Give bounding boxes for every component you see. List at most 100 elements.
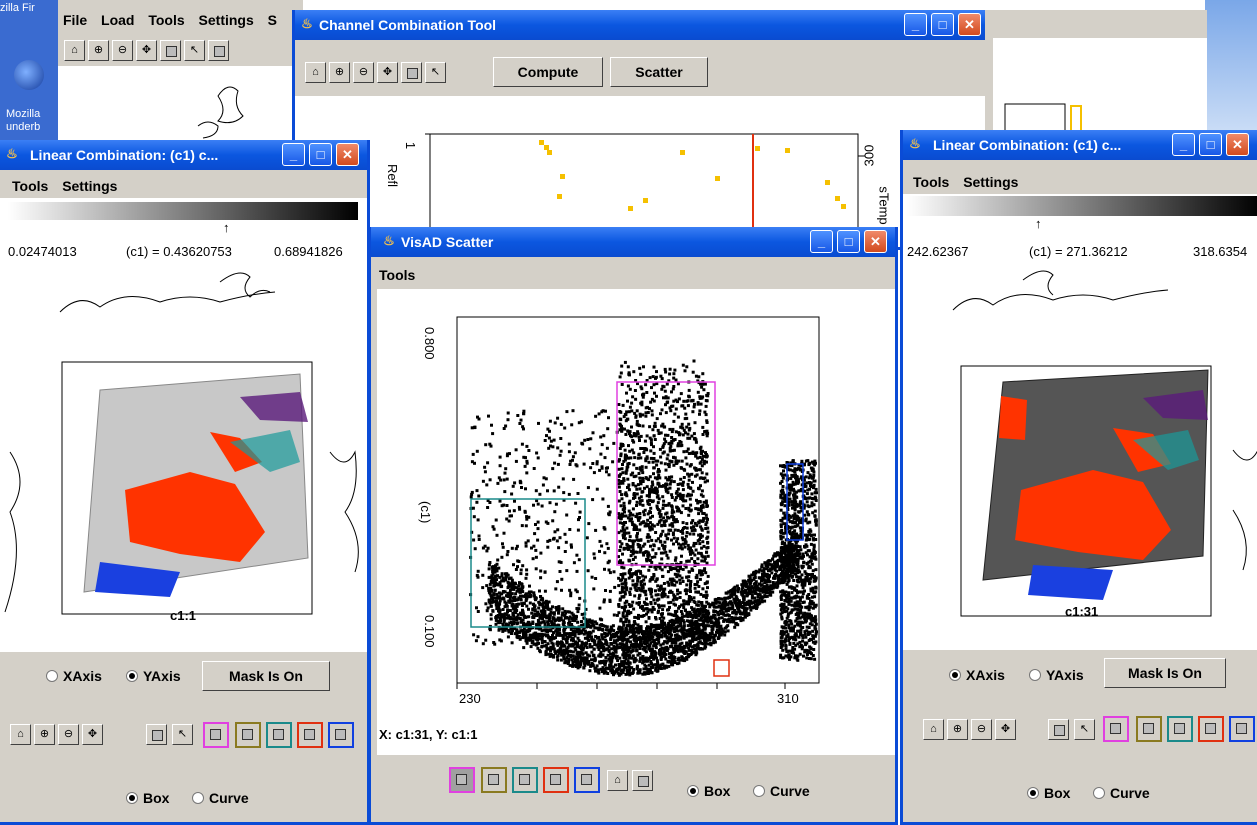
- menu-extra[interactable]: S: [267, 12, 278, 28]
- pan-icon[interactable]: ✥: [82, 724, 103, 745]
- right-box-radio[interactable]: Box: [1027, 785, 1070, 801]
- box-select-icon[interactable]: [146, 724, 167, 745]
- zoom-in-icon[interactable]: ⊕: [947, 719, 968, 740]
- bg-menubar: File Load Tools Settings S: [58, 8, 303, 32]
- channel-title: Channel Combination Tool: [319, 17, 497, 33]
- selection-red-button[interactable]: [1198, 716, 1224, 742]
- zoom-in-icon[interactable]: ⊕: [34, 724, 55, 745]
- zoom-in-icon[interactable]: ⊕: [88, 40, 109, 61]
- menu-tools[interactable]: Tools: [379, 267, 416, 283]
- right-curve-radio[interactable]: Curve: [1093, 785, 1150, 801]
- pointer-icon[interactable]: ↖: [425, 62, 446, 83]
- selection-teal-button[interactable]: [1167, 716, 1193, 742]
- left-box-radio[interactable]: Box: [126, 790, 169, 806]
- close-button[interactable]: ✕: [1226, 133, 1249, 156]
- selection-teal-button[interactable]: [512, 767, 538, 793]
- box-select-icon[interactable]: [160, 40, 181, 61]
- selection-olive-button[interactable]: [481, 767, 507, 793]
- radio-off: [46, 670, 58, 682]
- selection-magenta-button[interactable]: [1103, 716, 1129, 742]
- pointer-icon[interactable]: ↖: [184, 40, 205, 61]
- close-button[interactable]: ✕: [864, 230, 887, 253]
- right-titlebar[interactable]: ♨ Linear Combination: (c1) c... _ □ ✕: [903, 130, 1257, 160]
- selection-magenta-button[interactable]: [449, 767, 475, 793]
- scatter-curve-radio[interactable]: Curve: [753, 783, 810, 799]
- menu-load[interactable]: Load: [101, 12, 135, 28]
- right-yaxis-radio[interactable]: YAxis: [1029, 667, 1084, 683]
- firefox-desktop-label[interactable]: zilla Fir: [0, 2, 35, 14]
- maximize-button[interactable]: □: [309, 143, 332, 166]
- selection-blue-button[interactable]: [328, 722, 354, 748]
- home-icon[interactable]: ⌂: [923, 719, 944, 740]
- close-button[interactable]: ✕: [336, 143, 359, 166]
- home-icon[interactable]: ⌂: [64, 40, 85, 61]
- bg-window-2-plot: [1001, 103, 1082, 147]
- radio-off: [192, 792, 204, 804]
- minimize-button[interactable]: _: [1172, 133, 1195, 156]
- home-icon[interactable]: ⌂: [607, 770, 628, 791]
- pan-icon[interactable]: ✥: [136, 40, 157, 61]
- mozilla-desktop-label[interactable]: Mozilla: [6, 108, 41, 120]
- minimize-button[interactable]: _: [810, 230, 833, 253]
- selection-blue-button[interactable]: [1229, 716, 1255, 742]
- selection-olive-button[interactable]: [235, 722, 261, 748]
- left-mask-button[interactable]: Mask Is On: [202, 661, 330, 691]
- left-range-mid: (c1) = 0.43620753: [126, 244, 232, 259]
- left-titlebar[interactable]: ♨ Linear Combination: (c1) c... _ □ ✕: [0, 140, 367, 170]
- zoom-out-icon[interactable]: ⊖: [353, 62, 374, 83]
- selection-red-button[interactable]: [297, 722, 323, 748]
- zoom-in-icon[interactable]: ⊕: [329, 62, 350, 83]
- menu-tools[interactable]: Tools: [913, 174, 950, 190]
- scatter-titlebar[interactable]: ♨ VisAD Scatter _ □ ✕: [371, 227, 895, 257]
- channel-combination-window: ♨ Channel Combination Tool _ □ ✕ ⌂ ⊕ ⊖ ✥…: [292, 10, 992, 250]
- zoom-out-icon[interactable]: ⊖: [112, 40, 133, 61]
- right-xaxis-radio[interactable]: XAxis: [949, 667, 1005, 683]
- compute-button[interactable]: Compute: [493, 57, 603, 87]
- frame-icon[interactable]: [208, 40, 229, 61]
- close-button[interactable]: ✕: [958, 13, 981, 36]
- selection-olive-button[interactable]: [1136, 716, 1162, 742]
- scatter-box-radio[interactable]: Box: [687, 783, 730, 799]
- zoom-out-icon[interactable]: ⊖: [58, 724, 79, 745]
- frame-icon[interactable]: [632, 770, 653, 791]
- menu-file[interactable]: File: [63, 12, 88, 28]
- selection-box-magenta[interactable]: [616, 381, 716, 566]
- menu-tools[interactable]: Tools: [148, 12, 185, 28]
- channel-titlebar[interactable]: ♨ Channel Combination Tool _ □ ✕: [295, 10, 989, 40]
- mozilla-icon[interactable]: [14, 60, 44, 90]
- box-select-icon[interactable]: [1048, 719, 1069, 740]
- left-yaxis-radio[interactable]: YAxis: [126, 668, 181, 684]
- pan-icon[interactable]: ✥: [377, 62, 398, 83]
- pan-icon[interactable]: ✥: [995, 719, 1016, 740]
- right-range-max: 318.6354: [1193, 244, 1248, 259]
- menu-settings[interactable]: Settings: [62, 178, 118, 194]
- selection-blue-button[interactable]: [574, 767, 600, 793]
- menu-settings[interactable]: Settings: [198, 12, 254, 28]
- maximize-button[interactable]: □: [1199, 133, 1222, 156]
- home-icon[interactable]: ⌂: [305, 62, 326, 83]
- box-select-icon[interactable]: [401, 62, 422, 83]
- selection-box-red[interactable]: [713, 659, 730, 677]
- left-xaxis-radio[interactable]: XAxis: [46, 668, 102, 684]
- selection-box-blue[interactable]: [786, 463, 804, 541]
- menu-tools[interactable]: Tools: [12, 178, 49, 194]
- pointer-icon[interactable]: ↖: [1074, 719, 1095, 740]
- scatter-button[interactable]: Scatter: [610, 57, 708, 87]
- home-icon[interactable]: ⌂: [10, 724, 31, 745]
- minimize-button[interactable]: _: [282, 143, 305, 166]
- selection-red-button[interactable]: [543, 767, 569, 793]
- selection-box-teal[interactable]: [470, 498, 586, 628]
- scatter-y-tick-bottom: 0.100: [422, 615, 437, 648]
- selection-teal-button[interactable]: [266, 722, 292, 748]
- pointer-icon[interactable]: ↖: [172, 724, 193, 745]
- left-curve-radio[interactable]: Curve: [192, 790, 249, 806]
- right-mask-button[interactable]: Mask Is On: [1104, 658, 1226, 688]
- mozilla-desktop-label-2[interactable]: underb: [6, 121, 41, 133]
- maximize-button[interactable]: □: [931, 13, 954, 36]
- selection-magenta-button[interactable]: [203, 722, 229, 748]
- minimize-button[interactable]: _: [904, 13, 927, 36]
- menu-settings[interactable]: Settings: [963, 174, 1019, 190]
- maximize-button[interactable]: □: [837, 230, 860, 253]
- right-menubar: Tools Settings: [903, 170, 1257, 194]
- zoom-out-icon[interactable]: ⊖: [971, 719, 992, 740]
